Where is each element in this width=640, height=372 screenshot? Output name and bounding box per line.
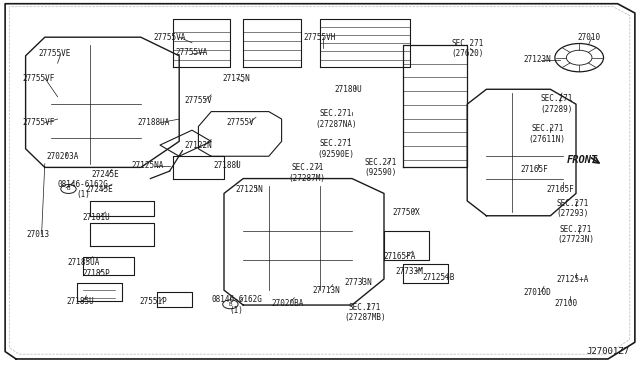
- Text: B: B: [67, 186, 70, 192]
- Text: SEC.271
(27620): SEC.271 (27620): [451, 39, 483, 58]
- Text: 27185U: 27185U: [66, 297, 94, 306]
- Text: 27125+B: 27125+B: [422, 273, 454, 282]
- Text: SEC.271
(27287NA): SEC.271 (27287NA): [315, 109, 357, 129]
- Text: FRONT: FRONT: [567, 155, 598, 165]
- Text: 27165F: 27165F: [520, 165, 548, 174]
- Text: 27245E: 27245E: [85, 185, 113, 194]
- Text: 27180U: 27180U: [335, 85, 363, 94]
- Text: 27755VA: 27755VA: [176, 48, 208, 57]
- Text: 27123N: 27123N: [524, 55, 552, 64]
- Text: 27175N: 27175N: [223, 74, 251, 83]
- Text: 27733M: 27733M: [396, 267, 424, 276]
- Text: 27185UA: 27185UA: [67, 258, 99, 267]
- Text: 08146-6162G
(1): 08146-6162G (1): [58, 180, 109, 199]
- Text: SEC.271
(92590): SEC.271 (92590): [365, 158, 397, 177]
- Text: 27755VE: 27755VE: [38, 49, 70, 58]
- Text: 27733N: 27733N: [344, 278, 372, 287]
- Text: 27755VF: 27755VF: [22, 74, 54, 83]
- Text: 27010: 27010: [577, 33, 600, 42]
- Text: 27755VA: 27755VA: [154, 33, 186, 42]
- Text: SEC.271
(27287M): SEC.271 (27287M): [289, 163, 326, 183]
- Text: 27100: 27100: [555, 299, 578, 308]
- Text: 27188U: 27188U: [213, 161, 241, 170]
- Text: SEC.271
(27289): SEC.271 (27289): [541, 94, 573, 114]
- Text: 27750X: 27750X: [392, 208, 420, 217]
- Text: 27020BA: 27020BA: [272, 299, 304, 308]
- Text: 27165FA: 27165FA: [384, 252, 416, 261]
- Text: 27755V: 27755V: [184, 96, 212, 105]
- Text: SEC.271
(27293): SEC.271 (27293): [557, 199, 589, 218]
- Text: SEC.271
(27287MB): SEC.271 (27287MB): [344, 303, 386, 322]
- Text: J27001Z7: J27001Z7: [586, 347, 630, 356]
- Text: SEC.271
(92590E): SEC.271 (92590E): [317, 139, 355, 158]
- Text: 27755V: 27755V: [226, 118, 254, 127]
- Text: 27551P: 27551P: [140, 297, 168, 306]
- Text: SEC.271
(27723N): SEC.271 (27723N): [557, 225, 595, 244]
- Text: 27713N: 27713N: [312, 286, 340, 295]
- Text: 08146-6162G
(1): 08146-6162G (1): [211, 295, 262, 315]
- Text: 27185P: 27185P: [82, 269, 110, 278]
- Text: 27181U: 27181U: [82, 213, 110, 222]
- Text: 27165F: 27165F: [546, 185, 574, 194]
- Text: 27755VF: 27755VF: [22, 118, 54, 127]
- Text: 27755VH: 27755VH: [304, 33, 336, 42]
- Text: 27125N: 27125N: [236, 185, 264, 194]
- Text: 27188UA: 27188UA: [138, 118, 170, 127]
- Text: 27125NA: 27125NA: [131, 161, 163, 170]
- Text: B: B: [228, 302, 232, 307]
- Text: 27013: 27013: [27, 230, 50, 239]
- Text: 270203A: 270203A: [47, 152, 79, 161]
- Text: 27245E: 27245E: [92, 170, 120, 179]
- Text: 27122N: 27122N: [184, 141, 212, 150]
- Text: SEC.271
(27611N): SEC.271 (27611N): [529, 124, 566, 144]
- Text: 27010D: 27010D: [524, 288, 552, 296]
- Text: 27125+A: 27125+A: [557, 275, 589, 283]
